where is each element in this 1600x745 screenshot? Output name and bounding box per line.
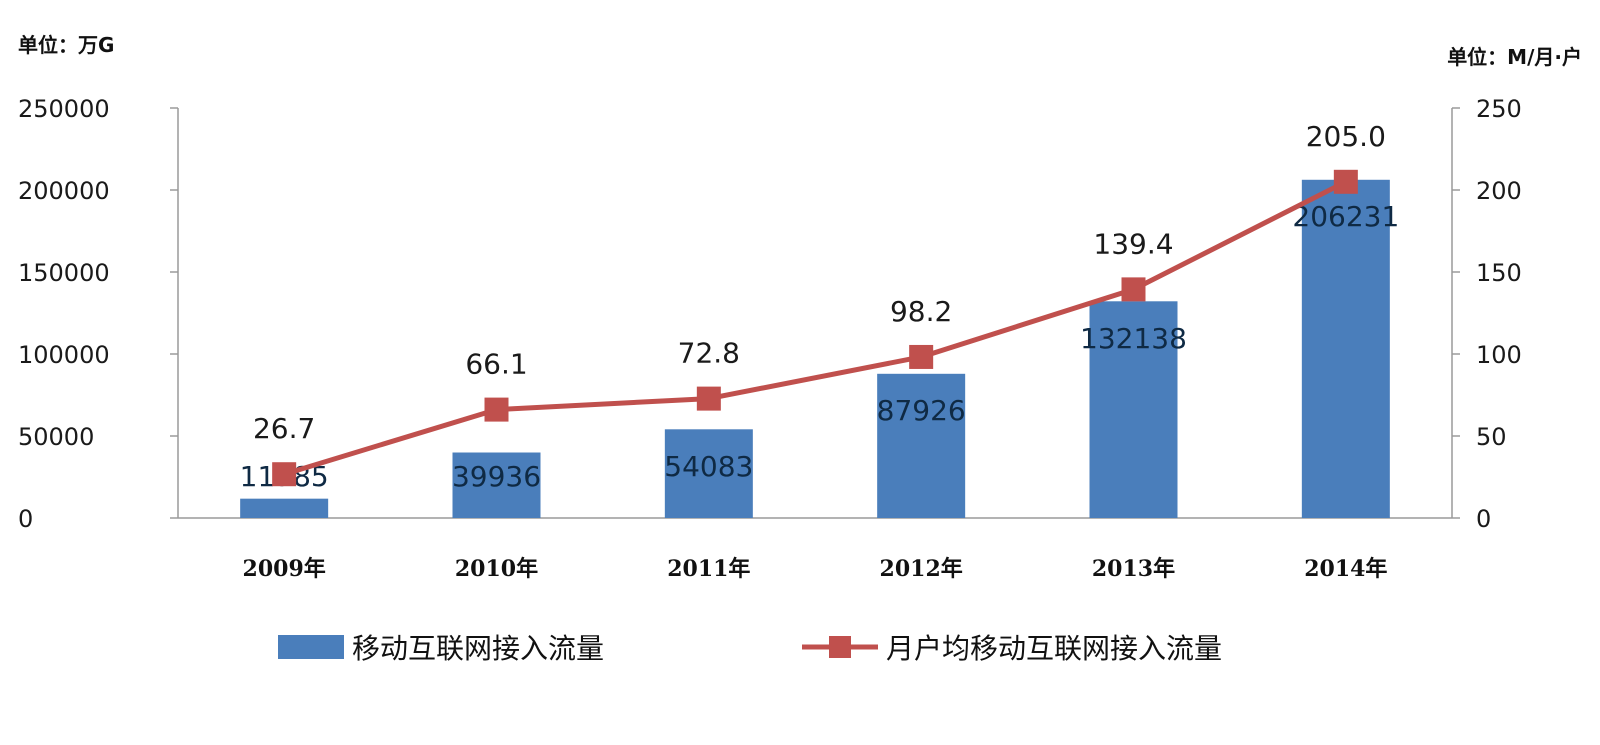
- right-axis-tick-label: 50: [1476, 423, 1507, 451]
- legend: 移动互联网接入流量 月户均移动互联网接入流量: [278, 632, 1222, 665]
- legend-label-bars: 移动互联网接入流量: [352, 632, 604, 665]
- right-axis-tick-label: 0: [1476, 505, 1491, 533]
- line-marker: [272, 462, 297, 487]
- legend-swatch-marker: [829, 636, 851, 658]
- category-label: 2012年: [880, 556, 963, 582]
- left-axis-tick-label: 150000: [18, 259, 110, 287]
- bar-data-label: 39936: [452, 460, 541, 493]
- right-axis-tick-label: 200: [1476, 177, 1522, 205]
- category-label: 2013年: [1092, 556, 1175, 582]
- right-axis-ticks: 0 50 100 150 200 250: [1452, 95, 1522, 533]
- bar-data-label: 206231: [1292, 200, 1399, 233]
- bar: [664, 429, 753, 518]
- left-axis-tick-label: 50000: [18, 423, 94, 451]
- left-axis-tick-label: 200000: [18, 177, 110, 205]
- bar-series: 11785399365408387926132138206231: [240, 179, 1399, 518]
- left-axis-tick-label: 250000: [18, 95, 110, 123]
- line-data-label: 205.0: [1306, 120, 1386, 153]
- line-path: [283, 179, 1347, 477]
- bar-data-label: 54083: [664, 450, 753, 483]
- line-marker: [1121, 277, 1146, 302]
- line-data-label: 26.7: [253, 412, 315, 445]
- line-data-label: 72.8: [678, 337, 740, 370]
- category-labels: 2009年 2010年 2011年 2012年 2013年 2014年: [243, 556, 1388, 582]
- bar: [452, 452, 541, 518]
- left-axis-unit-label: 单位：万G: [18, 33, 114, 57]
- legend-label-line: 月户均移动互联网接入流量: [886, 632, 1222, 665]
- bar: [240, 498, 329, 518]
- bar: [877, 373, 966, 518]
- line-marker: [484, 397, 509, 422]
- line-series: 26.7 66.1 72.8 98.2 139.4 205.0: [253, 120, 1386, 487]
- line-marker: [696, 386, 721, 411]
- right-axis-tick-label: 100: [1476, 341, 1522, 369]
- right-axis-tick-label: 150: [1476, 259, 1522, 287]
- line-marker: [909, 344, 934, 369]
- line-data-label: 139.4: [1093, 227, 1173, 260]
- bar: [1089, 301, 1178, 518]
- right-axis-tick-label: 250: [1476, 95, 1522, 123]
- bar-data-label: 87926: [877, 394, 966, 427]
- left-axis-tick-label: 100000: [18, 341, 110, 369]
- category-label: 2009年: [243, 556, 326, 582]
- bar-data-label: 132138: [1080, 322, 1187, 355]
- right-axis-unit-label: 单位：M/月·户: [1447, 45, 1582, 69]
- legend-swatch-bars: [278, 635, 344, 659]
- category-label: 2011年: [667, 556, 750, 582]
- left-axis-ticks: 0 50000 100000 150000 200000 250000: [18, 95, 178, 533]
- category-label: 2010年: [455, 556, 538, 582]
- line-data-label: 66.1: [465, 348, 527, 381]
- bar: [1301, 179, 1390, 518]
- line-marker: [1333, 169, 1358, 194]
- category-label: 2014年: [1304, 556, 1387, 582]
- left-axis-tick-label: 0: [18, 505, 33, 533]
- line-data-label: 98.2: [890, 295, 952, 328]
